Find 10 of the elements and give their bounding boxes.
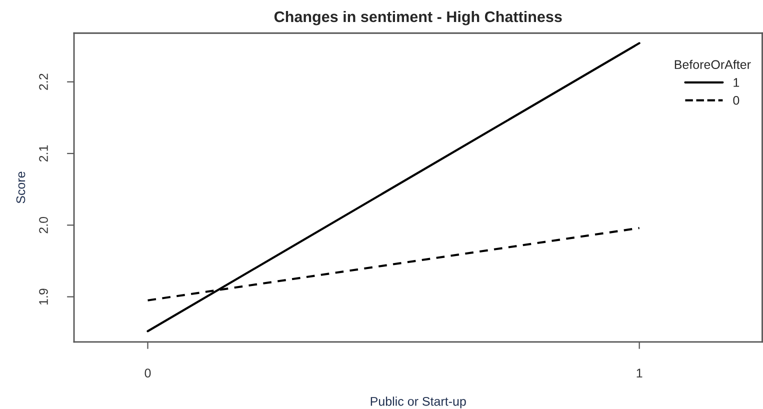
legend-title: BeforeOrAfter bbox=[674, 60, 751, 69]
chart-title: Changes in sentiment - High Chattiness bbox=[274, 10, 562, 26]
y-tick-label: 2.0 bbox=[39, 216, 48, 234]
legend-label: 1 bbox=[734, 78, 740, 87]
legend-label: 0 bbox=[733, 96, 740, 105]
y-tick-label: 2.1 bbox=[39, 145, 48, 162]
y-tick-label: 2.2 bbox=[39, 74, 48, 90]
x-axis-title: Public or Start-up bbox=[370, 396, 466, 408]
y-tick-label: 1.9 bbox=[39, 288, 48, 305]
y-axis-title: Score bbox=[16, 172, 26, 204]
